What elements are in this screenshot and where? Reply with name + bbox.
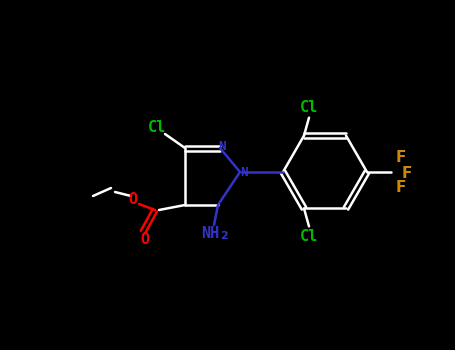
Text: N: N [240,166,248,178]
Text: Cl: Cl [300,229,318,244]
Text: N: N [218,140,226,153]
Text: O: O [128,193,137,208]
Text: NH: NH [201,225,219,240]
Text: F: F [402,166,412,181]
Text: O: O [141,232,150,247]
Text: F: F [396,150,406,166]
Text: Cl: Cl [300,100,318,115]
Text: Cl: Cl [148,120,166,135]
Text: F: F [396,181,406,196]
Text: 2: 2 [220,231,228,241]
